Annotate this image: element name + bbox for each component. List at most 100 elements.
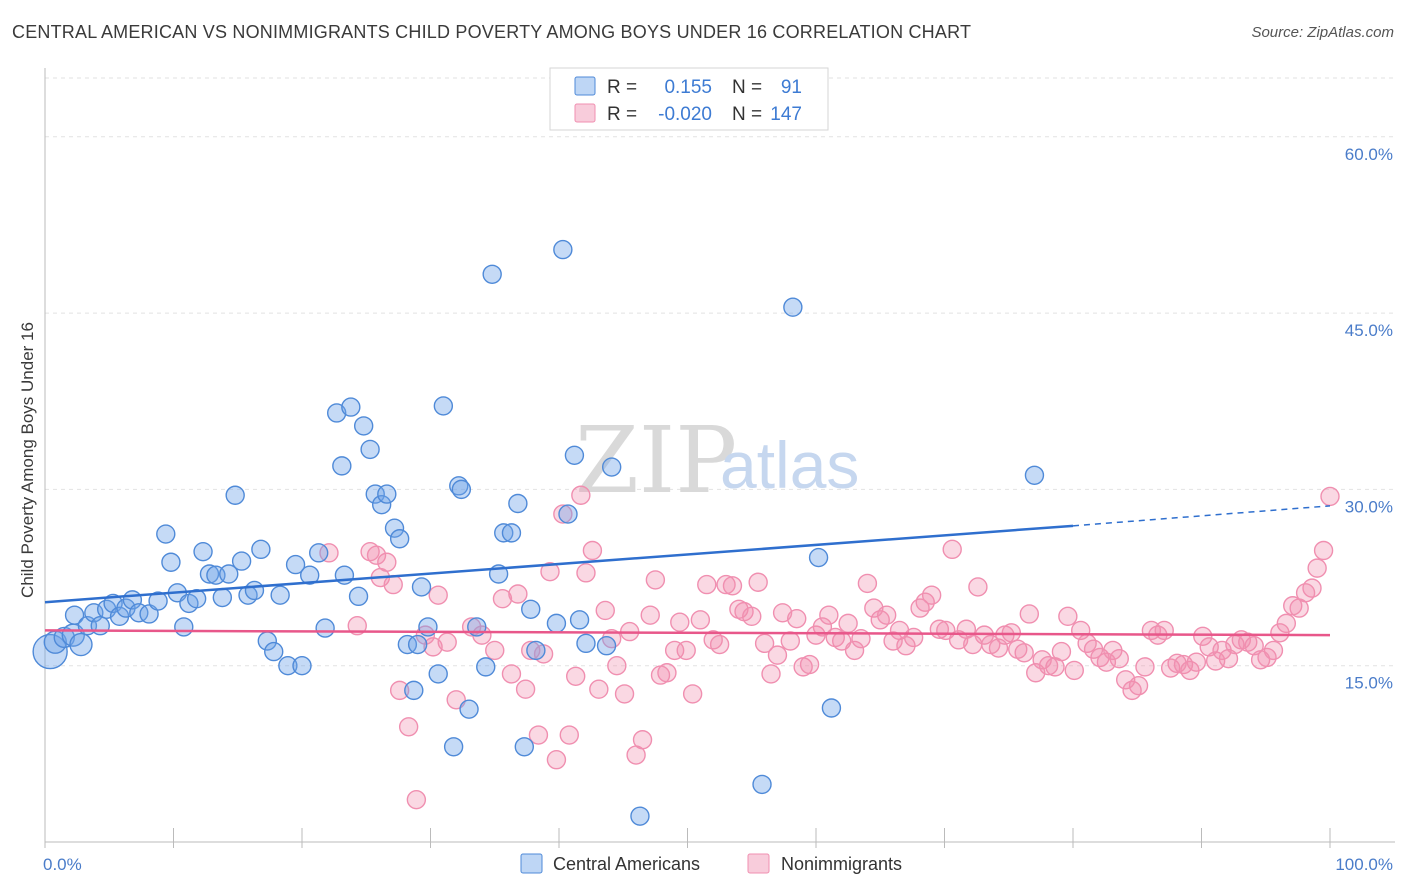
data-point-central-americans (348, 586, 369, 607)
data-point-nonimmigrants (1302, 578, 1322, 598)
data-point-nonimmigrants (754, 633, 775, 654)
data-point-nonimmigrants (508, 584, 528, 604)
data-point-central-americans (459, 699, 479, 719)
data-point-central-americans (428, 664, 448, 684)
legend-n-label-1: N = (732, 77, 762, 98)
data-point-nonimmigrants (1064, 660, 1084, 681)
data-point-central-americans (564, 445, 585, 465)
data-point-central-americans (476, 657, 496, 677)
data-point-nonimmigrants (566, 666, 586, 686)
data-point-central-americans (300, 565, 320, 585)
legend-n-value-2: 147 (770, 104, 802, 125)
data-point-nonimmigrants (1307, 558, 1327, 578)
watermark-atlas: atlas (720, 428, 859, 502)
legend-label-nonimmigrants: Nonimmigrants (781, 854, 902, 874)
y-tick-label: 15.0% (1345, 674, 1393, 693)
series-legend: Central Americans Nonimmigrants (520, 853, 902, 874)
data-point-central-americans (225, 485, 245, 505)
data-point-nonimmigrants (1186, 652, 1207, 672)
data-point-central-americans (341, 397, 361, 417)
data-point-nonimmigrants (640, 605, 660, 625)
data-point-nonimmigrants (595, 600, 615, 621)
data-point-central-americans (278, 655, 298, 676)
data-point-central-americans (212, 587, 233, 608)
legend-swatch-central-americans (574, 76, 596, 96)
data-point-central-americans (129, 603, 149, 623)
data-point-central-americans (251, 539, 271, 560)
nonimmigrants-points (319, 485, 1340, 810)
legend-r-label-2: R = (607, 104, 637, 125)
data-point-central-americans (285, 554, 306, 575)
data-point-nonimmigrants (910, 598, 930, 618)
data-point-nonimmigrants (406, 789, 427, 810)
data-point-central-americans (384, 518, 405, 538)
legend-n-label-2: N = (732, 104, 762, 125)
data-point-nonimmigrants (921, 585, 942, 605)
data-point-nonimmigrants (1135, 657, 1155, 677)
data-point-nonimmigrants (1109, 648, 1129, 669)
data-point-central-americans (69, 632, 93, 657)
y-tick-label: 60.0% (1345, 145, 1393, 164)
data-point-central-americans (546, 613, 567, 634)
data-point-nonimmigrants (319, 543, 339, 563)
data-point-central-americans (156, 524, 176, 544)
data-point-central-americans (90, 616, 110, 636)
data-point-nonimmigrants (787, 608, 807, 629)
data-point-nonimmigrants (942, 539, 962, 560)
data-point-central-americans (407, 634, 428, 655)
data-point-central-americans (521, 599, 541, 619)
data-point-central-americans (389, 529, 410, 549)
data-point-nonimmigrants (540, 561, 560, 582)
source-credit: Source: ZipAtlas.com (1251, 24, 1394, 41)
correlation-legend: R = 0.155 N = 91 R = -0.020 N = 147 (549, 67, 829, 131)
legend-swatch-central-americans-bottom (520, 853, 543, 874)
data-point-central-americans (161, 552, 181, 572)
trend-line-central-americans (44, 524, 1074, 604)
data-point-central-americans (244, 580, 265, 601)
data-point-nonimmigrants (657, 663, 677, 683)
data-point-nonimmigrants (377, 552, 397, 572)
data-point-central-americans (553, 239, 573, 260)
data-point-central-americans (315, 618, 335, 638)
data-point-nonimmigrants (1038, 655, 1059, 676)
x-ticks: 0.0% 100.0% (43, 828, 1393, 874)
data-point-central-americans (501, 523, 522, 543)
data-point-nonimmigrants (1193, 626, 1213, 647)
data-point-central-americans (596, 636, 617, 656)
watermark-zip: ZIP (575, 407, 737, 514)
data-point-nonimmigrants (398, 717, 419, 737)
data-point-nonimmigrants (876, 605, 897, 625)
data-point-central-americans (353, 416, 374, 436)
data-point-central-americans (53, 626, 75, 649)
data-point-nonimmigrants (1019, 604, 1040, 624)
data-point-central-americans (231, 551, 252, 571)
data-point-nonimmigrants (844, 640, 865, 661)
data-point-nonimmigrants (632, 730, 653, 750)
data-point-central-americans (360, 439, 380, 460)
data-point-central-americans (371, 494, 392, 515)
data-point-nonimmigrants (709, 634, 730, 655)
data-point-central-americans (514, 737, 535, 757)
data-point-central-americans (783, 297, 803, 317)
data-point-central-americans (377, 484, 397, 504)
data-point-central-americans (404, 680, 424, 701)
data-point-nonimmigrants (582, 540, 603, 561)
chart-title: CENTRAL AMERICAN VS NONIMMIGRANTS CHILD … (12, 22, 972, 42)
data-point-nonimmigrants (645, 570, 666, 590)
data-point-nonimmigrants (347, 616, 367, 636)
data-point-nonimmigrants (1058, 606, 1078, 627)
data-point-central-americans (219, 564, 239, 584)
data-point-nonimmigrants (546, 750, 567, 770)
data-point-nonimmigrants (722, 576, 743, 596)
central-americans-points (32, 239, 1045, 826)
y-tick-label: 30.0% (1345, 497, 1393, 516)
data-point-central-americans (808, 547, 829, 568)
data-point-central-americans (418, 617, 438, 637)
x-tick-label-max: 100.0% (1335, 855, 1393, 874)
data-point-nonimmigrants (428, 585, 448, 605)
data-point-nonimmigrants (1244, 636, 1264, 656)
data-point-nonimmigrants (819, 605, 839, 625)
legend-swatch-nonimmigrants (574, 103, 596, 123)
data-point-nonimmigrants (576, 563, 596, 583)
